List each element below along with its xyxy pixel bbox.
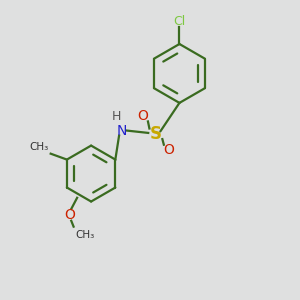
Text: S: S	[150, 125, 162, 143]
Text: CH₃: CH₃	[29, 142, 49, 152]
Text: CH₃: CH₃	[75, 230, 94, 240]
Text: N: N	[117, 124, 127, 138]
Text: H: H	[112, 110, 121, 123]
Text: O: O	[64, 208, 75, 222]
Text: O: O	[164, 143, 175, 157]
Text: O: O	[137, 109, 148, 123]
Text: Cl: Cl	[173, 15, 186, 28]
